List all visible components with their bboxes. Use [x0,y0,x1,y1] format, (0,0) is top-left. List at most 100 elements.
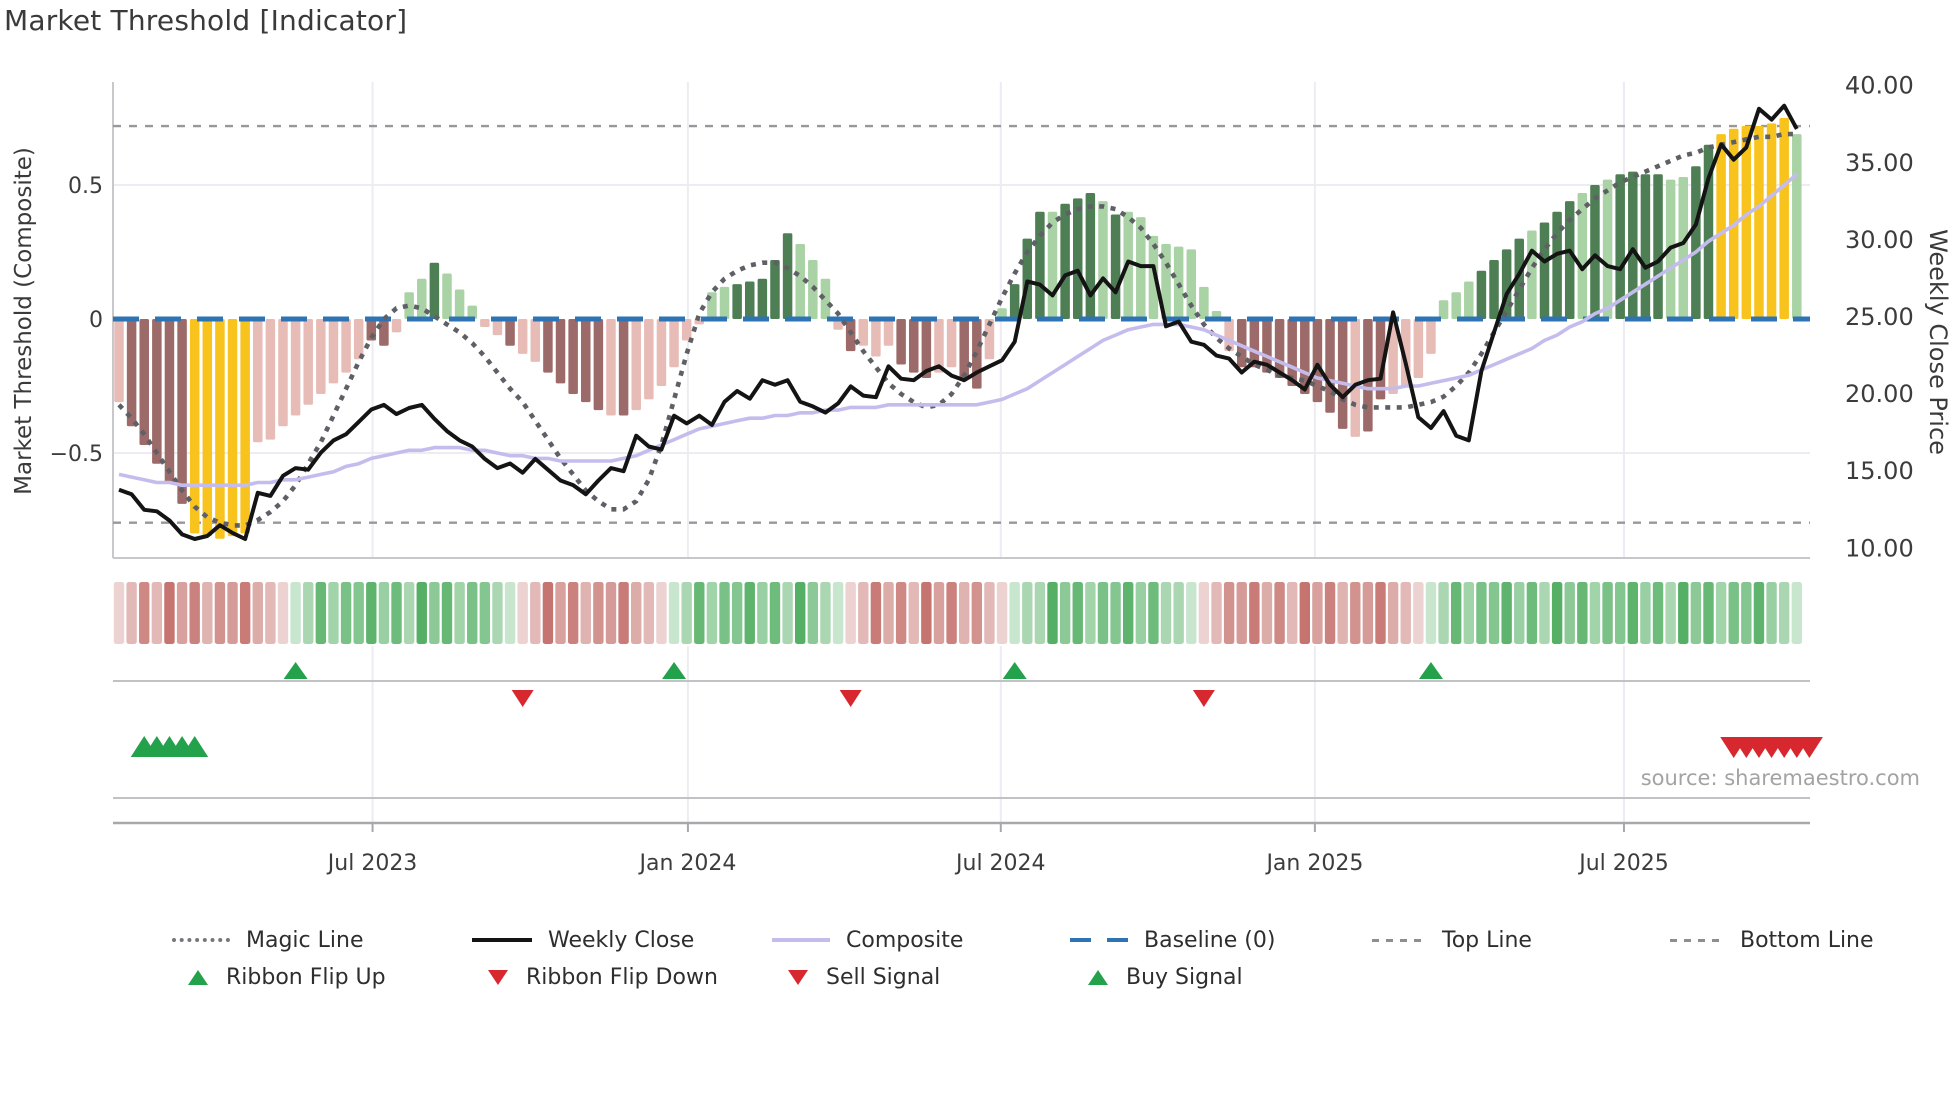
ribbon-stripe [1387,582,1399,644]
composite-line [118,172,1798,488]
ribbon-stripe [769,582,781,644]
ribbon-stripe [1715,582,1727,644]
ribbon-stripe [1652,582,1664,644]
composite-bar [1716,134,1726,319]
ribbon-stripe [1123,582,1134,644]
legend-composite: Composite [772,925,963,955]
composite-bar [1653,174,1663,319]
ribbon-stripe [1022,582,1033,644]
composite-bar [429,262,440,319]
ribbon-stripe [996,582,1008,644]
composite-bar [177,319,187,504]
left-tick-label: −0.5 [50,442,103,467]
ribbon-stripe [1173,582,1184,644]
ribbon-stripe [883,582,894,644]
composite-bar [1148,235,1159,319]
ribbon-stripe [1097,582,1109,644]
ribbon-stripe [921,582,932,644]
ribbon-stripe [908,582,919,644]
x-tick-label: Jan 2024 [637,851,736,876]
composite-bar [568,319,578,395]
ribbon-stripe [1072,582,1083,644]
legend-label: Baseline (0) [1144,927,1276,953]
ribbon-stripe [1539,582,1550,644]
ribbon-stripe [1085,582,1096,644]
ribbon-flip-down-marker [1192,690,1215,707]
ribbon-stripe [1463,582,1475,644]
ribbon-stripe [933,582,945,644]
x-tick-label: Jul 2023 [326,851,418,876]
composite-bar [1602,179,1613,319]
ribbon-stripe [1703,582,1714,644]
composite-bar [782,233,793,319]
composite-bar [896,319,906,365]
composite-bar [795,243,805,319]
composite-bar [164,319,175,483]
ribbon-stripe [303,582,314,644]
legend-label: Composite [846,927,964,953]
ribbon-stripe [731,582,743,644]
composite-bar [618,319,629,416]
ribbon-stripe [1009,582,1020,644]
composite-bar [984,319,995,360]
legend-label: Magic Line [246,927,364,953]
ribbon-stripe [1261,582,1273,644]
composite-bar [1590,185,1600,319]
composite-bar [454,289,465,319]
composite-bar [1186,249,1197,319]
composite-bar [290,319,301,416]
ribbon-stripe [1614,582,1626,644]
composite-bar [656,319,667,386]
ribbon-stripe [277,582,289,644]
composite-bar [959,319,969,378]
ribbon-stripe [782,582,793,644]
ribbon-stripe [1110,582,1121,644]
ribbon-stripe [1690,582,1702,644]
ribbon-stripe [1589,582,1601,644]
ribbon-stripe [189,582,200,644]
right-tick-label: 15.00 [1845,457,1914,485]
ribbon-stripe [1337,582,1348,644]
ribbon-stripe [504,582,516,644]
ribbon-flip-up-marker [283,662,308,679]
ribbon-stripe [1627,582,1638,644]
composite-bar [1072,198,1083,319]
right-tick-label: 20.00 [1845,380,1914,408]
ribbon-stripe [1577,582,1588,644]
ribbon-stripe [1223,582,1235,644]
ribbon-stripe [416,582,427,644]
ribbon-stripe [1766,582,1777,644]
ribbon-stripe [656,582,667,644]
magic-line-swatch-icon [172,938,230,942]
composite-bar [379,319,389,346]
composite-bar [1388,319,1398,395]
ribbon-stripe [858,582,869,644]
ribbon-stripe [1526,582,1538,644]
composite-bar [1628,171,1638,319]
ribbon-stripe [441,582,453,644]
ribbon-stripe [719,582,730,644]
weekly-close-swatch-icon [472,938,532,942]
ribbon-stripe [214,582,226,644]
ribbon-stripe [164,582,175,644]
composite-bar [1779,118,1789,319]
composite-bar [1413,319,1424,378]
composite-bar [1249,319,1260,368]
sell-signal-marker [1795,737,1823,758]
composite-bar [480,319,490,328]
ribbon-stripe [757,582,768,644]
ribbon-stripe [744,582,755,644]
composite-bar [353,319,364,360]
composite-bar [1476,270,1487,319]
composite-bar [858,319,869,346]
legend-weekly-close: Weekly Close [472,925,694,955]
composite-bar [1678,176,1689,319]
composite-bar [719,286,730,319]
composite-bar [1754,126,1764,319]
ribbon-stripe [1564,582,1575,644]
composite-bar [1438,300,1449,319]
ribbon-stripe [1350,582,1361,644]
ribbon-stripe [1299,582,1311,644]
composite-bar [883,319,894,346]
ribbon-stripe [328,582,339,644]
